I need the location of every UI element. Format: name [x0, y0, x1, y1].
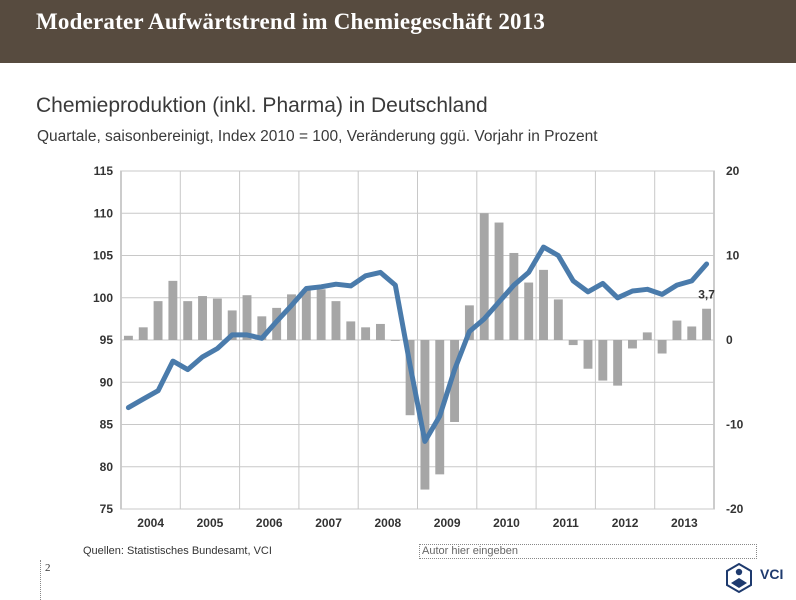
bar-2005-q2: [198, 296, 207, 340]
left-tick-label: 85: [100, 418, 114, 432]
bar-2006-q4: [287, 294, 296, 340]
left-tick-label: 80: [100, 460, 114, 474]
bar-2010-q4: [524, 282, 534, 340]
source-note: Quellen: Statistisches Bundesamt, VCI: [83, 545, 272, 557]
page-number: 2: [45, 562, 51, 574]
chart-title: Chemieproduktion (inkl. Pharma) in Deuts…: [36, 94, 488, 117]
bar-2005-q3: [212, 298, 222, 340]
bar-2009-q3: [450, 340, 460, 422]
right-tick-label: -10: [726, 418, 744, 432]
year-label-2009: 2009: [434, 516, 461, 530]
bar-2012-q1: [598, 340, 608, 381]
bar-2012-q3: [628, 340, 637, 349]
bar-2011-q3: [568, 340, 578, 346]
year-label-2006: 2006: [256, 516, 283, 530]
year-label-2008: 2008: [374, 516, 401, 530]
bar-2006-q2: [257, 316, 267, 340]
bar-2007-q1: [301, 289, 311, 340]
bar-2004-q4: [168, 280, 178, 340]
year-label-2012: 2012: [612, 516, 639, 530]
page-title: Moderater Aufwärtstrend im Chemiegeschäf…: [36, 9, 546, 34]
bar-2008-q2: [375, 323, 385, 340]
bar-2013-q1: [657, 340, 667, 354]
bar-2008-q1: [361, 327, 371, 340]
left-tick-label: 90: [100, 375, 114, 389]
left-tick-label: 110: [94, 206, 114, 220]
year-label-2011: 2011: [553, 516, 579, 530]
right-tick-label: 20: [726, 164, 740, 178]
bar-2010-q1: [479, 213, 489, 340]
bar-2010-q2: [494, 222, 504, 340]
left-tick-label: 100: [93, 291, 113, 305]
left-tick-label: 115: [94, 164, 114, 178]
right-tick-label: 0: [726, 333, 733, 347]
year-label-2010: 2010: [493, 516, 520, 530]
bar-2009-q1: [420, 340, 430, 490]
logo-text: VCI: [760, 566, 784, 582]
bar-2005-q1: [183, 301, 193, 340]
bar-2004-q3: [153, 301, 163, 340]
bar-2004-q2: [138, 327, 148, 340]
chart-subtitle: Quartale, saisonbereinigt, Index 2010 = …: [37, 128, 598, 145]
right-tick-label: -20: [726, 502, 744, 516]
bar-2011-q2: [553, 299, 563, 340]
index-line: [125, 244, 710, 444]
left-tick-label: 105: [93, 249, 113, 263]
bar-2004-q1: [123, 335, 133, 340]
bar-2012-q2: [613, 340, 623, 386]
bar-2006-q1: [242, 295, 252, 340]
bar-2007-q4: [346, 321, 356, 340]
right-tick-label: 10: [726, 249, 740, 263]
bar-2012-q4: [642, 332, 652, 340]
bar-2013-q4: [702, 308, 712, 340]
bar-2011-q1: [539, 269, 548, 340]
vci-logo-icon: [726, 562, 752, 594]
bar-2005-q4: [227, 310, 237, 340]
bar-2007-q2: [316, 289, 326, 340]
bar-2013-q3: [687, 326, 697, 340]
bar-2010-q3: [509, 252, 519, 340]
bar-2009-q2: [435, 340, 445, 475]
bar-2008-q3: [390, 340, 400, 341]
year-label-2007: 2007: [315, 516, 342, 530]
bar-2009-q4: [464, 305, 474, 340]
page-divider: [40, 560, 42, 600]
annotation-last-value: 3,7: [698, 288, 715, 302]
left-tick-label: 95: [100, 333, 114, 347]
bar-2007-q3: [331, 301, 341, 340]
header-banner: Moderater Aufwärtstrend im Chemiegeschäf…: [0, 0, 796, 63]
bar-2013-q2: [672, 320, 682, 340]
year-label-2013: 2013: [671, 516, 698, 530]
bar-2011-q4: [583, 340, 593, 369]
author-field[interactable]: Autor hier eingeben: [419, 544, 757, 559]
year-label-2005: 2005: [197, 516, 224, 530]
year-label-2004: 2004: [137, 516, 164, 530]
left-tick-label: 75: [100, 502, 114, 516]
